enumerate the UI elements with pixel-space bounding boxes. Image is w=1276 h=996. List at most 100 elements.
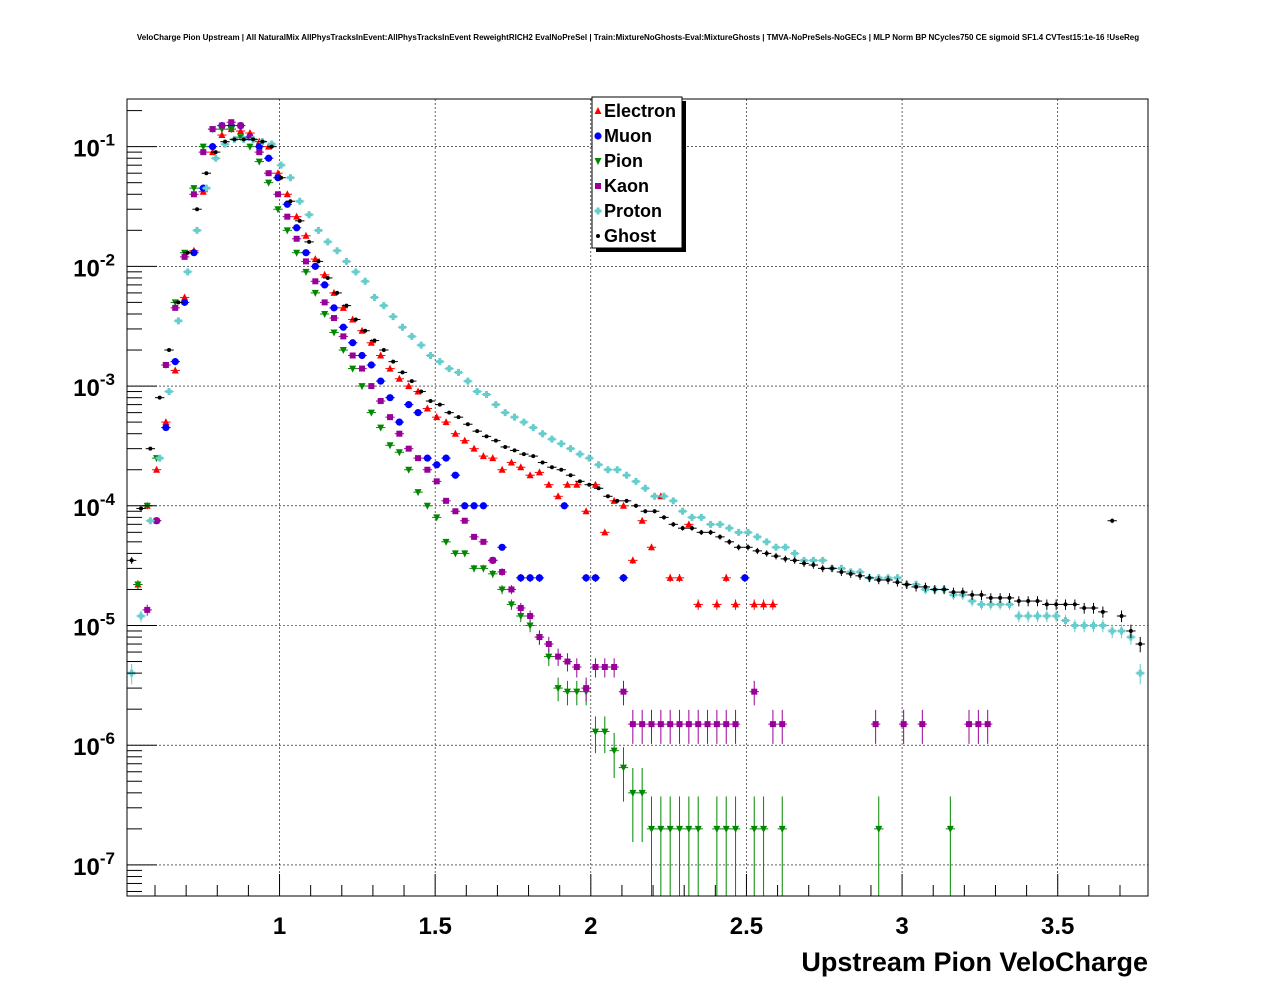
data-point	[153, 517, 160, 524]
data-point	[577, 479, 582, 484]
data-point	[279, 175, 284, 180]
data-point	[330, 329, 338, 337]
data-point	[288, 199, 293, 204]
data-point	[171, 366, 179, 374]
data-point	[293, 212, 301, 220]
data-point	[274, 206, 282, 214]
data-point	[296, 197, 304, 205]
data-point	[265, 179, 273, 187]
chart-title: VeloCharge Pion Upstream | All NaturalMi…	[136, 33, 1140, 42]
data-point	[171, 358, 179, 366]
data-point	[461, 517, 468, 524]
data-point	[856, 568, 864, 576]
data-point	[582, 507, 590, 515]
y-tick-label: 10-3	[73, 370, 115, 402]
legend-label-proton: Proton	[604, 201, 662, 221]
data-point	[932, 587, 937, 592]
data-point	[676, 573, 684, 581]
data-point	[966, 721, 973, 728]
data-point	[480, 538, 487, 545]
data-point	[1062, 617, 1070, 625]
data-point	[573, 664, 580, 671]
data-point	[190, 185, 198, 193]
data-point	[769, 721, 776, 728]
data-point	[483, 391, 491, 399]
data-point	[783, 556, 788, 561]
data-point	[358, 383, 366, 391]
data-point	[1043, 612, 1051, 620]
data-point	[576, 450, 584, 458]
data-point	[184, 268, 192, 276]
data-point	[555, 653, 562, 660]
data-point	[914, 584, 919, 589]
data-point	[716, 520, 724, 528]
data-point	[470, 565, 478, 573]
data-point	[470, 502, 478, 510]
data-point	[531, 454, 536, 459]
data-point	[535, 574, 544, 582]
data-point	[819, 556, 827, 564]
data-point	[193, 226, 201, 234]
data-point	[657, 825, 665, 833]
data-point	[162, 423, 170, 432]
data-point	[256, 149, 263, 156]
data-point	[1026, 599, 1031, 604]
data-point	[218, 122, 225, 129]
data-point	[942, 587, 947, 592]
data-point	[648, 721, 655, 728]
series-layer	[127, 119, 1145, 896]
data-point	[325, 275, 330, 280]
data-point	[713, 721, 720, 728]
data-point	[727, 539, 732, 544]
data-point	[732, 825, 740, 833]
data-point	[423, 502, 431, 510]
data-point	[564, 658, 571, 665]
data-point	[1091, 605, 1096, 610]
data-point	[172, 304, 179, 311]
data-point	[265, 154, 273, 162]
legend-marker-electron	[594, 107, 602, 114]
data-point	[791, 549, 799, 557]
data-point	[475, 429, 480, 434]
data-point	[241, 137, 246, 142]
data-point	[872, 721, 879, 728]
data-point	[146, 517, 154, 525]
data-point	[377, 424, 385, 432]
legend-label-muon: Muon	[604, 126, 652, 146]
data-point	[246, 143, 254, 151]
data-point	[619, 764, 627, 772]
data-point	[358, 351, 366, 360]
data-point	[651, 492, 659, 500]
data-point	[237, 127, 245, 135]
data-point	[269, 144, 274, 149]
data-point	[349, 365, 357, 373]
data-point	[311, 289, 319, 297]
data-point	[760, 825, 768, 833]
data-point	[445, 365, 453, 373]
data-point	[408, 332, 416, 340]
data-point	[923, 584, 928, 589]
data-point	[998, 595, 1003, 600]
data-point	[755, 548, 760, 553]
data-point	[181, 253, 188, 260]
data-point	[321, 310, 329, 318]
data-point	[568, 473, 573, 478]
data-point	[717, 534, 722, 539]
y-tick-label: 10-1	[73, 131, 115, 163]
data-point	[339, 323, 347, 331]
data-point	[680, 526, 685, 531]
data-point	[661, 515, 666, 520]
data-point	[405, 445, 412, 452]
data-point	[1063, 602, 1068, 607]
data-point	[591, 728, 599, 736]
data-point	[199, 143, 207, 151]
data-point	[820, 566, 825, 571]
data-point	[1035, 599, 1040, 604]
data-point	[535, 468, 543, 476]
y-tick-exponent: -3	[100, 370, 115, 389]
data-point	[451, 471, 460, 479]
data-point	[305, 211, 313, 219]
data-point	[455, 368, 463, 376]
data-point	[237, 122, 244, 129]
data-point	[520, 418, 528, 426]
